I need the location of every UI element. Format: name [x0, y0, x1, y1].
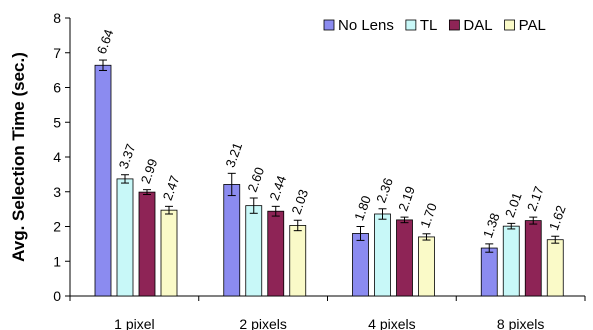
data-label: 1.70	[417, 201, 440, 230]
y-tick-label: 7	[53, 45, 61, 61]
bar-tl-4-pixels	[374, 213, 391, 297]
legend-swatch	[504, 19, 515, 31]
legend-label: PAL	[519, 17, 546, 34]
y-axis-label: Avg. Selection Time (sec.)	[9, 52, 28, 262]
data-label: 2.47	[160, 173, 183, 202]
data-label: 2.03	[288, 187, 311, 216]
y-tick-label: 0	[53, 288, 61, 304]
data-label: 2.99	[138, 157, 161, 186]
legend-label: No Lens	[338, 17, 394, 34]
data-label: 2.19	[395, 184, 418, 213]
x-tick-label: 1 pixel	[114, 316, 154, 330]
axes: 0 1 2 3 4 5 6 7 8 1 pixel 2 pixels 4 pixels 8 pixels	[53, 10, 586, 330]
legend-label: TL	[420, 17, 438, 34]
x-tick-label: 8 pixels	[497, 316, 544, 330]
legend-swatch	[448, 19, 460, 31]
y-tick-label: 8	[53, 10, 61, 26]
y-tick-label: 2	[53, 219, 61, 235]
bars: 6.64 3.372.992.47 3.212.60 2.44 2.03 1.802.36…	[94, 27, 569, 297]
bar-tl-1-pixel	[116, 178, 134, 297]
legend-label: DAL	[463, 17, 492, 34]
data-label: 2.17	[524, 184, 547, 213]
bar-pal-2-pixels	[289, 225, 307, 297]
legend: No Lens TL DAL PAL	[323, 17, 546, 34]
bar-dal-1-pixel	[138, 191, 156, 297]
y-tick-label: 3	[53, 184, 61, 200]
bar-dal-4-pixels	[396, 219, 413, 297]
legend-swatch	[405, 19, 417, 31]
bar-dal-8-pixels	[524, 220, 542, 297]
data-label: 1.62	[546, 203, 569, 232]
bar-no-lens-4-pixels	[352, 233, 369, 297]
y-tick-label: 5	[53, 114, 61, 130]
x-tick-label: 2 pixels	[239, 316, 286, 330]
data-label: 3.21	[222, 140, 245, 169]
data-label: 2.36	[373, 176, 396, 205]
data-label: 2.60	[244, 165, 267, 194]
x-tick-label: 4 pixels	[368, 316, 415, 330]
bar-dal-2-pixels	[267, 210, 285, 297]
y-tick-label: 6	[53, 80, 61, 96]
data-label: 3.37	[116, 142, 139, 171]
bar-tl-2-pixels	[245, 205, 263, 297]
bar-pal-1-pixel	[160, 209, 178, 297]
data-label: 2.01	[502, 190, 525, 219]
data-label: 6.64	[94, 27, 117, 56]
legend-swatch	[323, 19, 335, 31]
bar-tl-8-pixels	[502, 225, 520, 297]
bar-no-lens-1-pixel	[94, 64, 112, 297]
bar-pal-4-pixels	[418, 236, 435, 297]
data-label: 2.44	[266, 173, 289, 202]
y-tick-label: 4	[53, 149, 61, 165]
bar-no-lens-2-pixels	[223, 184, 241, 297]
bar-pal-8-pixels	[546, 239, 564, 297]
bar-no-lens-8-pixels	[480, 247, 498, 297]
data-label: 1.80	[351, 194, 374, 223]
data-label: 1.38	[480, 211, 503, 240]
y-tick-label: 1	[53, 253, 61, 269]
